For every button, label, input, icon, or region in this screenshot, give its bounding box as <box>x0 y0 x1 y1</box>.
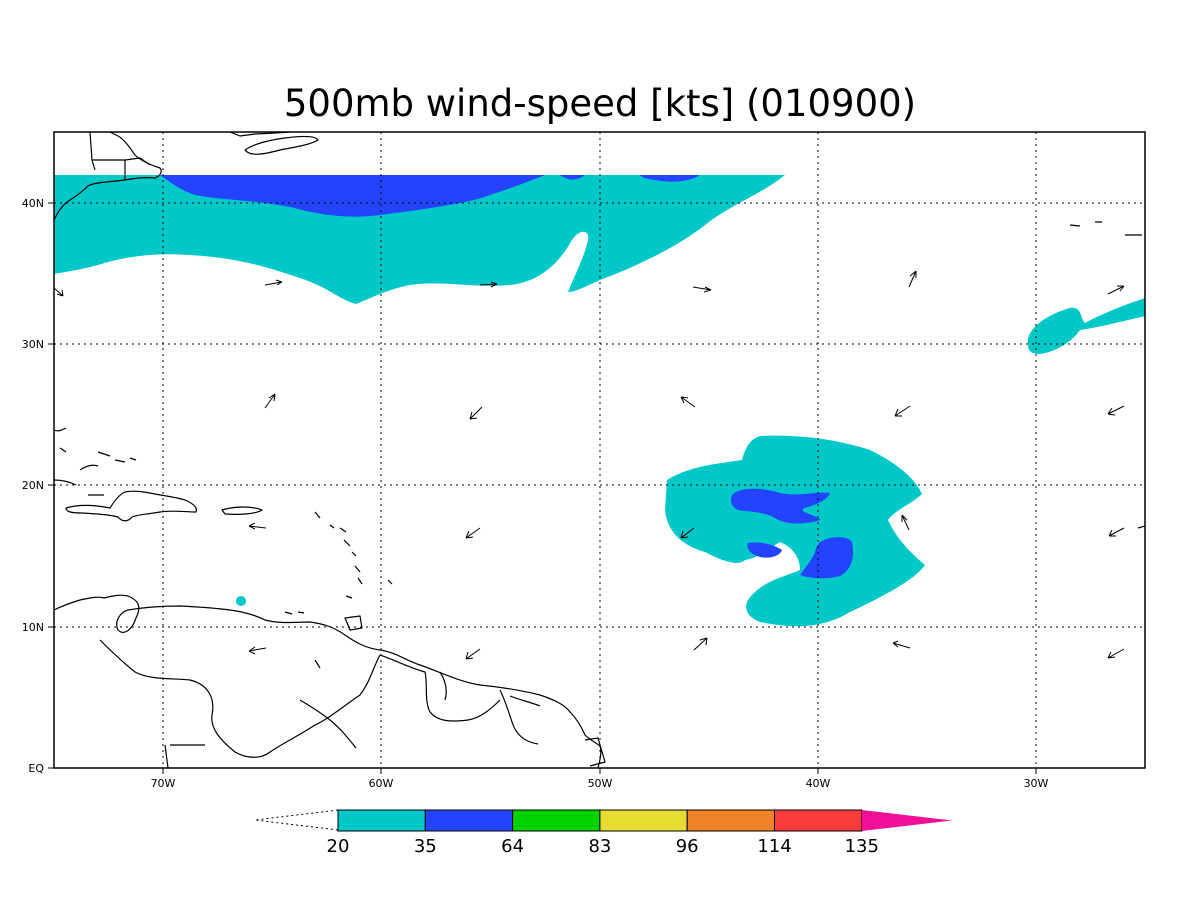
coast-africa-edge <box>1137 525 1145 529</box>
wind-vector <box>248 646 267 655</box>
eastern-band <box>1027 298 1145 354</box>
colorbar-level-label: 135 <box>845 836 879 857</box>
wind-vector <box>892 640 911 649</box>
coast-nova-scotia <box>244 135 319 155</box>
coast-guyana-border <box>299 654 541 749</box>
northern-jet-band <box>54 175 785 304</box>
longitude-labels: 70W 60W 50W 40W 30W <box>151 777 1049 790</box>
storm-core-3 <box>800 537 854 579</box>
wind-vector <box>264 393 276 409</box>
colorbar: 20 35 64 83 96 114 135 <box>254 809 952 857</box>
coast-bahamas <box>59 447 137 496</box>
lon-label: 60W <box>369 777 394 790</box>
coast-venezuela-interior <box>99 639 381 758</box>
northern-jet-core <box>160 175 545 217</box>
colorbar-box <box>337 809 426 832</box>
wind-vector <box>1107 405 1125 416</box>
coast-trinidad <box>344 615 363 631</box>
lat-label: 40N <box>22 197 44 210</box>
wind-vector <box>465 527 481 539</box>
lat-label: EQ <box>28 762 44 775</box>
small-contour-blob <box>236 596 246 606</box>
lon-label: 70W <box>151 777 176 790</box>
colorbar-high-triangle <box>861 810 952 831</box>
colorbar-level-label: 64 <box>501 836 524 857</box>
wind-vector <box>680 396 696 408</box>
grid-lines <box>54 132 1145 768</box>
wind-vector <box>908 270 917 288</box>
coast-cuba <box>54 427 77 486</box>
coast-north-america <box>54 132 162 221</box>
wind-vectors <box>54 270 1125 660</box>
colorbar-level-label: 96 <box>676 836 699 857</box>
wind-vector <box>465 648 481 660</box>
lon-label: 30W <box>1024 777 1049 790</box>
wind-vector <box>894 405 911 417</box>
wind-contours-35-64 <box>160 175 854 579</box>
coast-lesser-antilles <box>314 511 393 599</box>
wind-vector <box>693 637 708 651</box>
wind-vector <box>54 287 64 297</box>
colorbar-box <box>686 809 776 832</box>
storm-core-1 <box>730 488 830 524</box>
coast-islands-south <box>284 611 321 669</box>
wind-vector <box>680 527 695 539</box>
wind-vector <box>901 514 910 531</box>
central-atlantic-band <box>665 435 925 627</box>
coast-hispaniola <box>65 490 197 522</box>
wind-vector <box>248 522 267 530</box>
lat-label: 20N <box>22 479 44 492</box>
latitude-labels: 40N 30N 20N 10N EQ <box>22 197 45 775</box>
lon-label: 40W <box>806 777 831 790</box>
lat-label: 30N <box>22 338 44 351</box>
colorbar-level-label: 83 <box>588 836 611 857</box>
jet-core-small-1 <box>560 175 585 180</box>
coast-brazil <box>164 737 606 768</box>
lon-label: 50W <box>588 777 613 790</box>
jet-core-small-2 <box>640 175 700 182</box>
coast-azores <box>1069 221 1142 236</box>
coast-south-america <box>54 594 602 768</box>
colorbar-box <box>599 809 688 832</box>
colorbar-low-triangle <box>254 809 339 831</box>
wind-vector <box>1107 648 1125 659</box>
colorbar-labels: 20 35 64 83 96 114 135 <box>327 836 879 857</box>
wind-vector <box>469 406 483 420</box>
storm-core-2 <box>747 542 782 558</box>
wind-vector <box>479 281 498 288</box>
colorbar-box <box>512 809 601 832</box>
colorbar-box <box>424 809 514 832</box>
colorbar-boxes <box>337 809 952 832</box>
wind-vector <box>1107 285 1125 295</box>
colorbar-level-label: 114 <box>757 836 791 857</box>
coastlines <box>54 132 1145 768</box>
map-area <box>54 132 1145 768</box>
colorbar-box <box>774 809 863 832</box>
colorbar-level-label: 20 <box>327 836 350 857</box>
coast-northeast <box>89 132 151 180</box>
tick-marks <box>48 202 1037 774</box>
map-title: 500mb wind-speed [kts] (010900) <box>284 82 916 125</box>
wind-vector <box>692 286 712 293</box>
colorbar-level-label: 35 <box>414 836 437 857</box>
wind-vector <box>264 279 283 286</box>
coast-puerto-rico <box>221 506 263 515</box>
wind-contours-20-35 <box>54 175 1145 627</box>
wind-vector <box>1108 527 1125 537</box>
lat-label: 10N <box>22 621 44 634</box>
